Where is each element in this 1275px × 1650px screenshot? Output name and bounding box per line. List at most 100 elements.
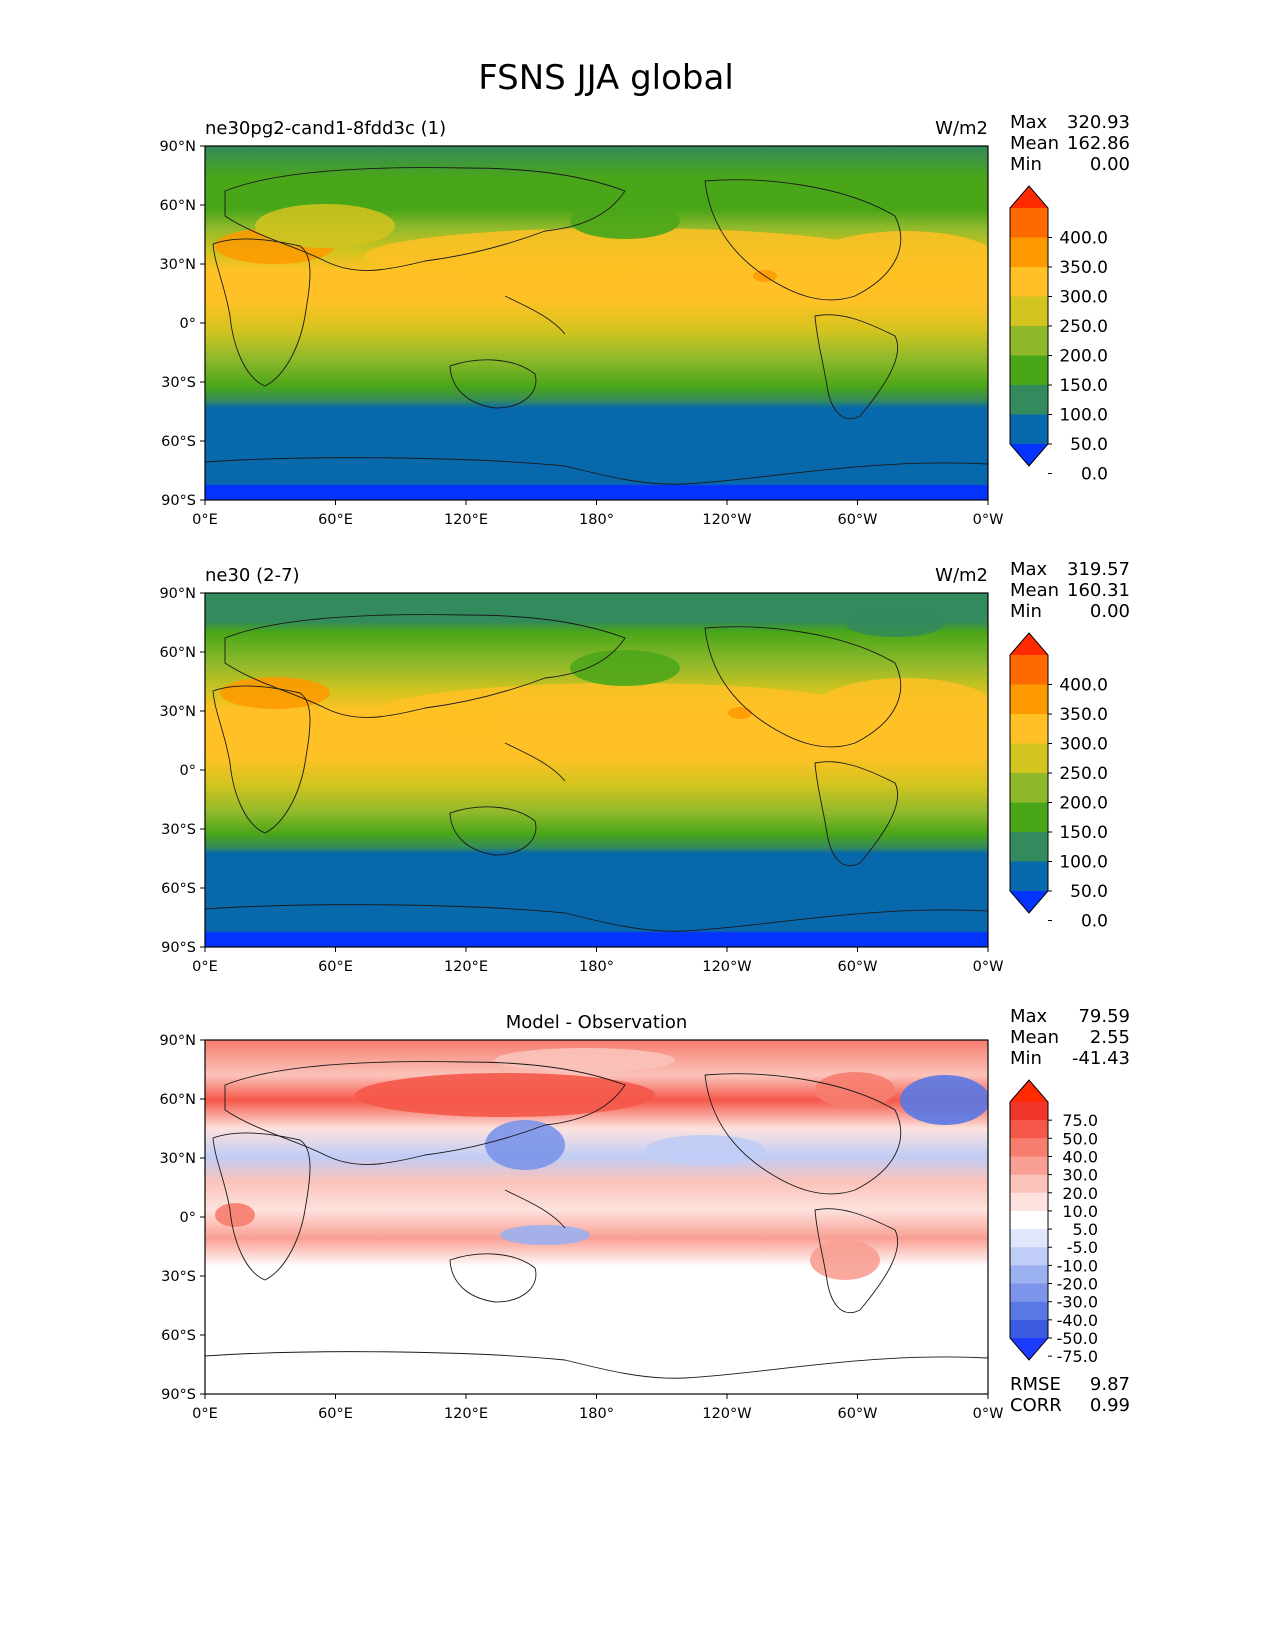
- stat-label: Mean: [1010, 580, 1059, 601]
- colorbar-segment: [1010, 1301, 1048, 1321]
- colorbar-label: 300.0: [1059, 735, 1108, 755]
- map-field: [205, 593, 988, 947]
- colorbar-label: 200.0: [1059, 794, 1108, 814]
- lat-tick-label: 90°N: [159, 586, 196, 602]
- colorbar-label: 250.0: [1059, 764, 1108, 784]
- lon-tick-label: 0°E: [192, 959, 218, 975]
- map-field: [205, 146, 988, 500]
- stat-label: Min: [1010, 1048, 1042, 1069]
- lon-tick-label: 120°W: [702, 512, 751, 528]
- colorbar-label: 5.0: [1073, 1220, 1098, 1239]
- colorbar-segment: [1010, 1319, 1048, 1339]
- lon-tick-label: 180°: [579, 1406, 614, 1422]
- panel-annotations: ne30pg2-cand1-8fdd3c (1) W/m2 Max 320.93 Mea…: [159, 112, 1130, 1422]
- colorbar-extend-bottom: [1010, 444, 1048, 466]
- colorbar-label: -75.0: [1057, 1347, 1098, 1366]
- colorbar-label: -40.0: [1057, 1311, 1098, 1330]
- stat-value: 79.59: [1078, 1006, 1130, 1027]
- colorbar-segment: [1010, 208, 1048, 238]
- colorbar-label: 50.0: [1070, 435, 1108, 455]
- stat-value: 0.00: [1090, 154, 1130, 175]
- lon-tick-label: 0°E: [192, 512, 218, 528]
- colorbar: 75.050.040.030.020.010.05.0-5.0-10.0-20.…: [1009, 1079, 1098, 1366]
- colorbar-label: 0.0: [1081, 912, 1108, 932]
- stat-value: 160.31: [1067, 580, 1130, 601]
- colorbar-segment: [1010, 1210, 1048, 1230]
- lat-tick-label: 30°S: [161, 375, 196, 391]
- colorbar-label: 50.0: [1062, 1129, 1098, 1148]
- lon-tick-label: 60°W: [837, 512, 877, 528]
- lat-tick-label: 30°S: [161, 1269, 196, 1285]
- colorbar-label: 400.0: [1059, 676, 1108, 696]
- lat-tick-label: 60°S: [161, 881, 196, 897]
- colorbar-label: 400.0: [1059, 229, 1108, 249]
- lon-tick-label: 120°E: [444, 512, 488, 528]
- colorbar-segment: [1010, 267, 1048, 297]
- stat-label: RMSE: [1010, 1374, 1061, 1395]
- colorbar-label: 250.0: [1059, 317, 1108, 337]
- colorbar-label: 0.0: [1081, 465, 1108, 485]
- colorbar-label: 10.0: [1062, 1202, 1098, 1221]
- panel-difference: [204, 1039, 989, 1395]
- lat-tick-label: 60°S: [161, 1328, 196, 1344]
- colorbar-segment: [1010, 1229, 1048, 1248]
- colorbar-label: 150.0: [1059, 376, 1108, 396]
- colorbar-extend-bottom: [1010, 1338, 1048, 1360]
- lat-tick-label: 60°N: [159, 198, 196, 214]
- lat-tick-label: 90°N: [159, 139, 196, 155]
- panel-model-1: [204, 145, 989, 501]
- colorbar-segment: [1010, 861, 1048, 892]
- lon-tick-label: 60°E: [318, 512, 353, 528]
- lon-tick-label: 60°E: [318, 959, 353, 975]
- colorbar-label: -10.0: [1057, 1256, 1098, 1275]
- colorbar-segment: [1010, 655, 1048, 685]
- lon-tick-label: 120°W: [702, 1406, 751, 1422]
- lon-tick-label: 120°W: [702, 959, 751, 975]
- stat-label: Mean: [1010, 133, 1059, 154]
- lat-tick-label: 90°S: [161, 493, 196, 509]
- lat-tick-label: 60°N: [159, 1092, 196, 1108]
- units-label: W/m2: [935, 118, 988, 139]
- lon-tick-label: 0°E: [192, 1406, 218, 1422]
- colorbar-segment: [1010, 1192, 1048, 1212]
- panel-title: Model - Observation: [506, 1012, 688, 1033]
- lon-tick-label: 180°: [579, 959, 614, 975]
- coastlines: [205, 1061, 988, 1379]
- coastlines: [205, 614, 988, 932]
- colorbar-label: 30.0: [1062, 1166, 1098, 1185]
- colorbar-label: 50.0: [1070, 882, 1108, 902]
- colorbar-segment: [1010, 1283, 1048, 1303]
- colorbar-extend-top: [1010, 186, 1048, 208]
- lon-tick-label: 180°: [579, 512, 614, 528]
- colorbar-label: -50.0: [1057, 1329, 1098, 1348]
- stat-value: 2.55: [1090, 1027, 1130, 1048]
- lat-tick-label: 30°N: [159, 257, 196, 273]
- panel-0-annotations: ne30pg2-cand1-8fdd3c (1) W/m2 Max 320.93 Mea…: [159, 112, 1130, 528]
- lon-tick-label: 60°E: [318, 1406, 353, 1422]
- stat-value: 320.93: [1067, 112, 1130, 133]
- colorbar-label: 350.0: [1059, 258, 1108, 278]
- panel-title: ne30 (2-7): [205, 565, 300, 586]
- lon-tick-label: 120°E: [444, 959, 488, 975]
- colorbar-label: 100.0: [1059, 406, 1108, 426]
- colorbar-extend-bottom: [1010, 891, 1048, 913]
- colorbar: 400.0 350.0 300.0 250.0 200.0 150.0 100.0 50.0 0…: [1009, 632, 1108, 932]
- colorbar-segment: [1010, 414, 1048, 445]
- panel-2-annotations: Model - Observation Max 79.59 Mean 2.55 Min -4…: [159, 1006, 1130, 1422]
- colorbar-segment: [1010, 355, 1048, 386]
- stat-label: Mean: [1010, 1027, 1059, 1048]
- stat-label: Min: [1010, 154, 1042, 175]
- stat-label: CORR: [1010, 1395, 1062, 1416]
- stat-value: 0.99: [1090, 1395, 1130, 1416]
- lat-tick-label: 30°N: [159, 704, 196, 720]
- colorbar-label: -20.0: [1057, 1275, 1098, 1294]
- colorbar-label: 100.0: [1059, 853, 1108, 873]
- lat-tick-label: 30°N: [159, 1151, 196, 1167]
- colorbar-segment: [1010, 1102, 1048, 1121]
- warm-patches: [220, 609, 988, 743]
- colorbar-label: 200.0: [1059, 347, 1108, 367]
- colorbar-segment: [1010, 743, 1048, 774]
- panel-title: ne30pg2-cand1-8fdd3c (1): [205, 118, 446, 139]
